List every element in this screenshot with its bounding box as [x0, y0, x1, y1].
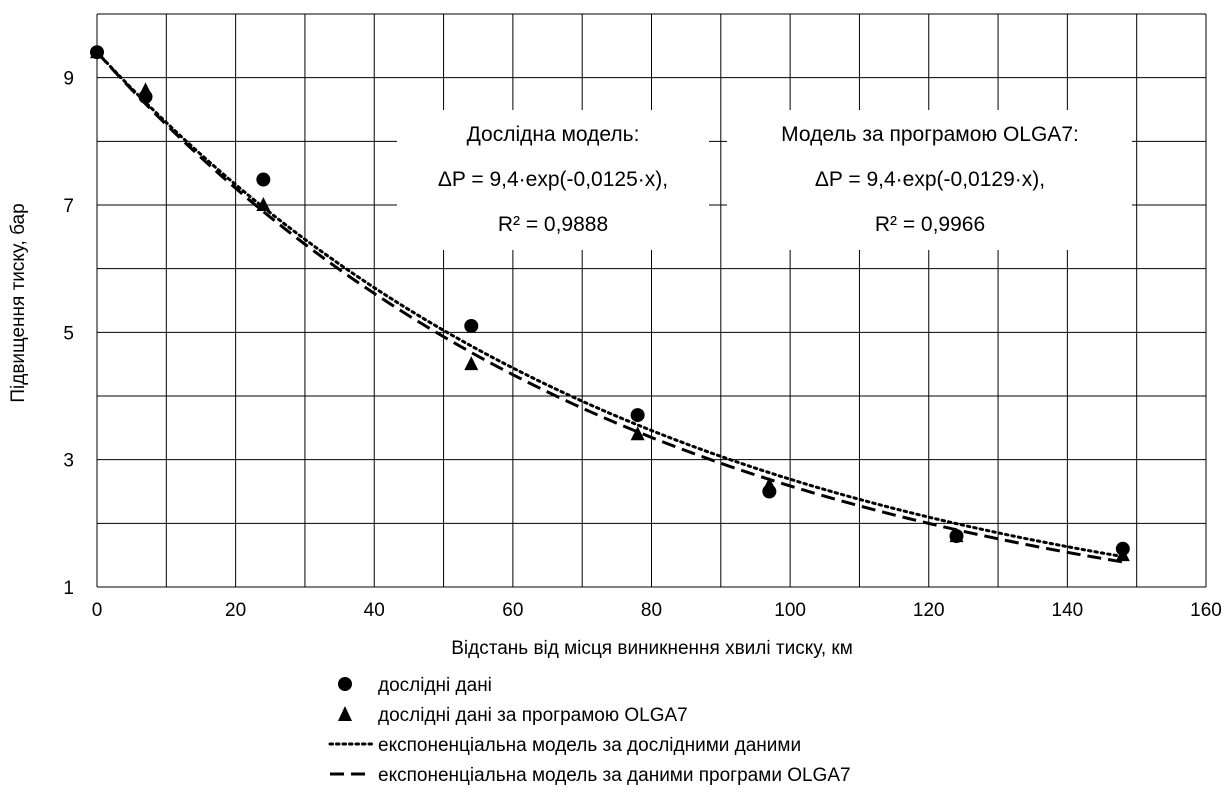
annotation-line: Модель за програмою OLGA7:	[781, 123, 1079, 146]
y-axis-label: Підвищення тиску, бар	[8, 203, 29, 402]
x-tick-label: 20	[225, 600, 246, 621]
data-points	[90, 44, 1130, 562]
legend-label: експоненціальна модель за дослідними дан…	[378, 735, 801, 756]
x-axis-label: Відстань від місця виникнення хвилі тиск…	[451, 638, 853, 659]
x-tick-label: 80	[641, 600, 662, 621]
y-tick-label: 3	[63, 451, 74, 472]
legend-label: дослідні дані	[378, 675, 492, 696]
x-tick-label: 0	[92, 600, 103, 621]
x-tick-label: 160	[1190, 600, 1222, 621]
data-point-triangle	[90, 44, 104, 59]
annotation-line: R² = 0,9966	[875, 213, 985, 236]
annotation-box	[727, 110, 1132, 250]
data-point-triangle	[630, 426, 645, 441]
annotation-line: Дослідна модель:	[467, 123, 640, 146]
tick-labels: 0 20 40 60 80 100 120 140 160 1 3 5 7 9	[63, 69, 1221, 621]
data-point-triangle	[1115, 547, 1130, 562]
y-tick-label: 5	[63, 323, 74, 344]
x-tick-label: 140	[1052, 600, 1084, 621]
legend: дослідні дані дослідні дані за програмою …	[328, 675, 851, 786]
legend-label: експоненціальна модель за даними програм…	[378, 765, 851, 786]
legend-marker-circle	[338, 677, 352, 691]
grid	[96, 13, 1207, 588]
annotation-box	[397, 110, 709, 250]
model-curve-dashed	[95, 51, 1124, 564]
annotation-line: ΔP = 9,4·exp(-0,0129·x),	[815, 168, 1045, 191]
data-point-circle	[630, 408, 645, 423]
annotation-line: ΔP = 9,4·exp(-0,0125·x),	[438, 168, 668, 191]
data-point-triangle	[464, 356, 479, 371]
data-point-triangle	[949, 528, 964, 543]
legend-marker-triangle	[338, 706, 352, 721]
data-point-triangle	[256, 197, 271, 211]
legend-label: дослідні дані за програмою OLGA7	[378, 705, 688, 726]
annotations: Дослідна модель: ΔP = 9,4·exp(-0,0125·x),…	[397, 110, 1132, 250]
y-tick-label: 7	[63, 196, 74, 217]
data-point-triangle	[762, 477, 777, 492]
y-tick-label: 9	[63, 69, 74, 90]
x-tick-label: 120	[913, 600, 945, 621]
annotation-line: R² = 0,9888	[498, 213, 608, 236]
data-point-circle	[464, 318, 479, 333]
x-tick-label: 100	[774, 600, 806, 621]
data-point-circle	[256, 172, 271, 187]
y-tick-label: 1	[63, 578, 74, 599]
x-tick-label: 40	[364, 600, 385, 621]
x-tick-label: 60	[502, 600, 523, 621]
data-point-triangle	[138, 82, 153, 97]
